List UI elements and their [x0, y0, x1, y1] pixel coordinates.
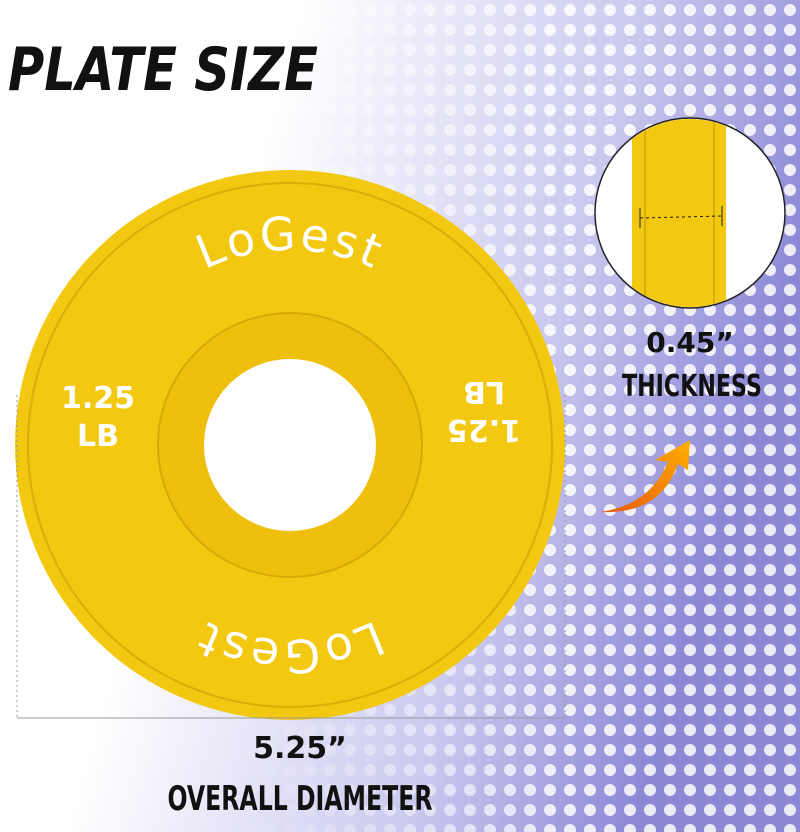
arrow — [600, 440, 690, 513]
weight-left-value: 1.25 — [61, 381, 135, 416]
weight-right-value: 1.25 — [447, 412, 521, 447]
weight-left-unit: LB — [77, 419, 119, 454]
thickness-value: 0.45” — [646, 326, 734, 359]
plate: LoGest LoGest 1.25 LB 1.25 LB — [15, 170, 565, 720]
weight-right-unit: LB — [463, 374, 505, 409]
thickness-inset — [594, 117, 786, 309]
diameter-guide — [16, 395, 566, 719]
diameter-value: 5.25” — [253, 731, 347, 766]
diameter-label: OVERALL DIAMETER — [168, 779, 433, 819]
thickness-label: THICKNESS — [622, 369, 762, 404]
title: PLATE SIZE — [8, 35, 318, 105]
